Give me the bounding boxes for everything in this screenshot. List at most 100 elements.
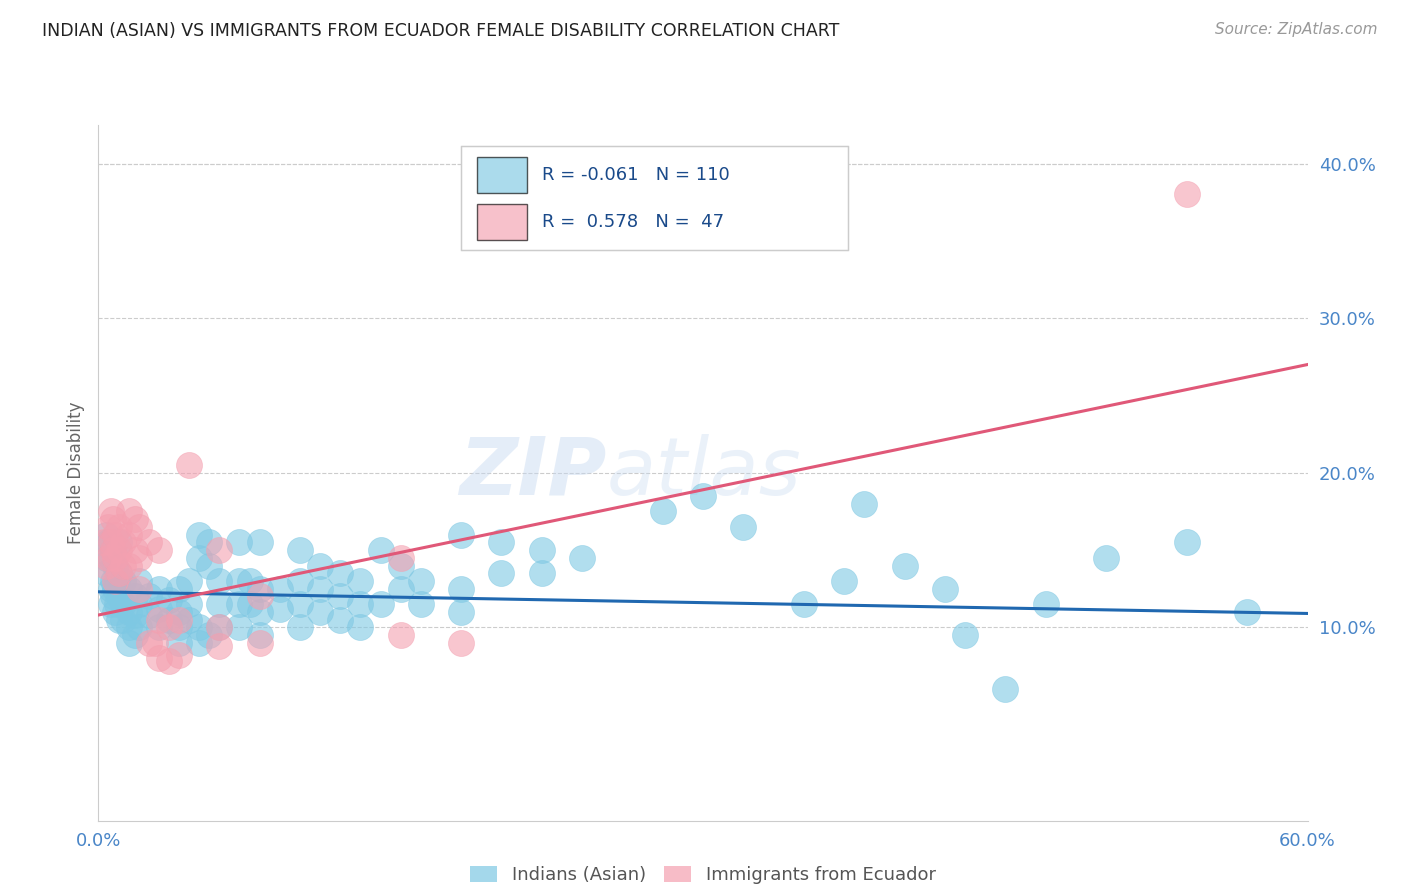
Point: [530, 543, 553, 558]
Point: [157, 654, 180, 668]
Point: [288, 543, 311, 558]
Point: [143, 636, 166, 650]
Point: [953, 628, 976, 642]
Point: [450, 582, 472, 596]
Point: [93, 535, 115, 549]
Point: [107, 535, 129, 549]
Point: [103, 582, 125, 596]
Point: [100, 597, 122, 611]
Point: [349, 597, 371, 611]
Point: [128, 582, 150, 596]
Point: [239, 597, 262, 611]
FancyBboxPatch shape: [477, 157, 527, 193]
Point: [177, 613, 201, 627]
Point: [103, 527, 125, 541]
Text: atlas: atlas: [606, 434, 801, 512]
Point: [167, 582, 190, 596]
Point: [148, 543, 170, 558]
Point: [370, 543, 392, 558]
Point: [692, 489, 714, 503]
Point: [228, 597, 250, 611]
Point: [101, 543, 124, 558]
Point: [107, 613, 129, 627]
Point: [100, 550, 122, 565]
Point: [239, 574, 262, 588]
Point: [103, 574, 125, 588]
Point: [329, 566, 352, 581]
Point: [128, 620, 150, 634]
Point: [269, 602, 291, 616]
Point: [389, 628, 412, 642]
Point: [124, 590, 146, 604]
Point: [138, 535, 160, 549]
Point: [107, 543, 129, 558]
Point: [101, 590, 124, 604]
Point: [1095, 550, 1118, 565]
Point: [107, 590, 129, 604]
Point: [288, 597, 311, 611]
Point: [97, 520, 120, 534]
Point: [167, 620, 190, 634]
Point: [491, 535, 513, 549]
Point: [167, 605, 190, 619]
Point: [128, 520, 150, 534]
Point: [128, 574, 150, 588]
Text: INDIAN (ASIAN) VS IMMIGRANTS FROM ECUADOR FEMALE DISABILITY CORRELATION CHART: INDIAN (ASIAN) VS IMMIGRANTS FROM ECUADO…: [42, 22, 839, 40]
Point: [124, 512, 146, 526]
Point: [157, 592, 180, 607]
Point: [118, 558, 141, 573]
Point: [249, 605, 271, 619]
Point: [288, 574, 311, 588]
Point: [118, 582, 141, 596]
Point: [107, 566, 129, 581]
Point: [177, 597, 201, 611]
Point: [530, 566, 553, 581]
Point: [208, 639, 231, 653]
Point: [103, 558, 125, 573]
Point: [309, 582, 332, 596]
Point: [1035, 597, 1057, 611]
Point: [370, 597, 392, 611]
Point: [571, 550, 593, 565]
Point: [188, 636, 211, 650]
Point: [269, 582, 291, 596]
Point: [1175, 187, 1198, 202]
Point: [148, 620, 170, 634]
Point: [450, 636, 472, 650]
Point: [893, 558, 915, 573]
Point: [96, 566, 118, 581]
Point: [177, 458, 201, 472]
Point: [288, 620, 311, 634]
Point: [994, 682, 1017, 697]
Point: [100, 582, 122, 596]
Text: R = -0.061   N = 110: R = -0.061 N = 110: [543, 166, 730, 184]
Point: [103, 605, 125, 619]
Point: [96, 558, 118, 573]
Point: [198, 628, 221, 642]
Point: [934, 582, 956, 596]
Point: [450, 527, 472, 541]
Point: [107, 520, 129, 534]
Point: [105, 574, 128, 588]
Point: [832, 574, 855, 588]
Point: [733, 520, 755, 534]
Point: [1175, 535, 1198, 549]
Point: [97, 550, 120, 565]
Point: [249, 628, 271, 642]
Point: [198, 535, 221, 549]
Point: [105, 597, 128, 611]
Point: [167, 636, 190, 650]
Point: [491, 566, 513, 581]
Point: [228, 535, 250, 549]
Point: [389, 558, 412, 573]
Point: [329, 613, 352, 627]
Point: [118, 636, 141, 650]
Point: [208, 543, 231, 558]
Point: [167, 648, 190, 663]
Point: [249, 590, 271, 604]
Point: [101, 512, 124, 526]
Point: [100, 504, 122, 518]
Point: [111, 597, 134, 611]
Text: R =  0.578   N =  47: R = 0.578 N = 47: [543, 213, 724, 231]
Point: [96, 527, 118, 541]
